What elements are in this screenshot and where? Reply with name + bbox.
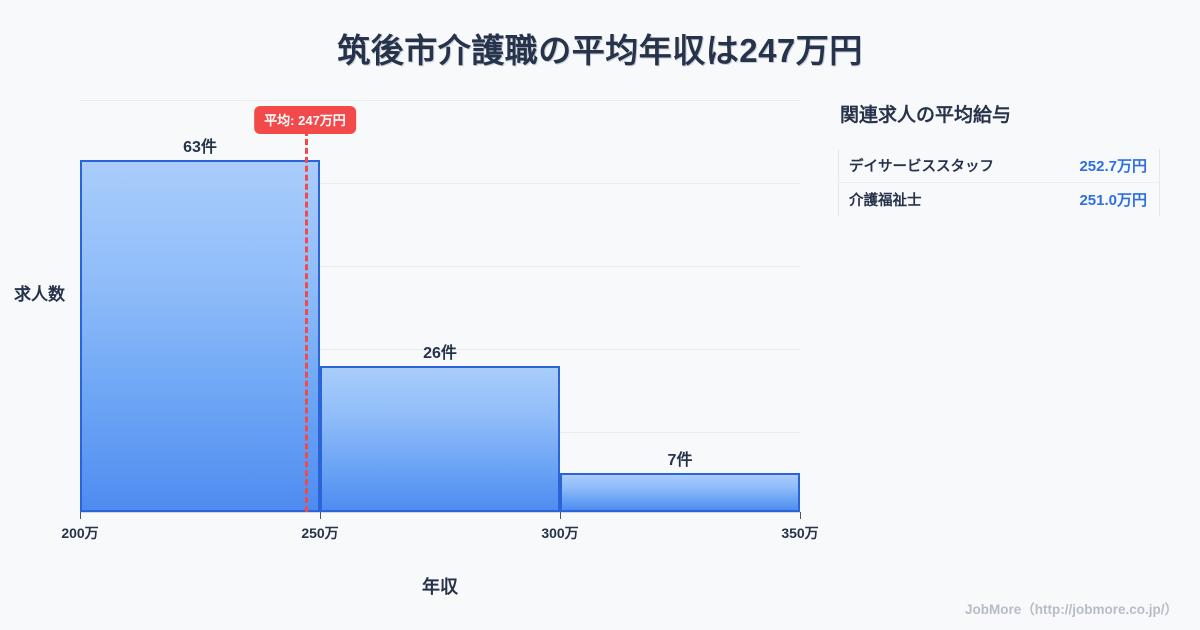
- histogram-bar[interactable]: [320, 366, 560, 512]
- related-salary-table: デイサービススタッフ 252.7万円 介護福祉士 251.0万円: [838, 149, 1160, 216]
- gridline: [80, 183, 800, 184]
- x-tick-mark: [320, 512, 321, 519]
- x-tick-label: 250万: [301, 525, 339, 541]
- histogram-chart: 63件 26件 7件 平均: 247万円 200万 250万 300万 350万…: [14, 100, 819, 597]
- histogram-bar[interactable]: [560, 473, 800, 512]
- y-axis-title: 求人数: [14, 285, 65, 304]
- x-tick-mark: [800, 512, 801, 519]
- gridline: [80, 100, 800, 101]
- salary-amount: 252.7万円: [1079, 158, 1147, 175]
- bar-value-label: 26件: [423, 345, 457, 362]
- bar-value-label: 63件: [183, 139, 217, 156]
- related-salary-panel: 関連求人の平均給与 デイサービススタッフ 252.7万円 介護福祉士 251.0…: [838, 100, 1160, 216]
- x-tick-label: 200万: [61, 525, 99, 541]
- x-tick-label: 300万: [541, 525, 579, 541]
- gridline: [80, 266, 800, 267]
- average-badge: 平均: 247万円: [254, 106, 356, 134]
- related-salary-panel-title: 関連求人の平均給与: [840, 105, 1012, 126]
- gridline: [80, 349, 800, 350]
- x-tick-label: 350万: [781, 525, 819, 541]
- salary-amount: 251.0万円: [1079, 192, 1147, 209]
- x-tick-mark: [80, 512, 81, 519]
- x-axis-title: 年収: [422, 577, 458, 597]
- salary-job-name: 介護福祉士: [849, 193, 922, 209]
- bar-value-label: 7件: [667, 452, 693, 469]
- table-row[interactable]: デイサービススタッフ 252.7万円: [839, 149, 1159, 182]
- page-title: 筑後市介護職の平均年収は247万円: [337, 32, 863, 69]
- average-dashed-line: [305, 130, 308, 512]
- table-row[interactable]: 介護福祉士 251.0万円: [839, 182, 1159, 216]
- x-tick-mark: [560, 512, 561, 519]
- salary-job-name: デイサービススタッフ: [849, 159, 994, 175]
- x-axis-line: [80, 512, 800, 513]
- footer-credit: JobMore（http://jobmore.co.jp/）: [965, 602, 1178, 617]
- plot-area: 63件 26件 7件 平均: 247万円: [80, 100, 800, 512]
- histogram-bar[interactable]: [80, 160, 320, 512]
